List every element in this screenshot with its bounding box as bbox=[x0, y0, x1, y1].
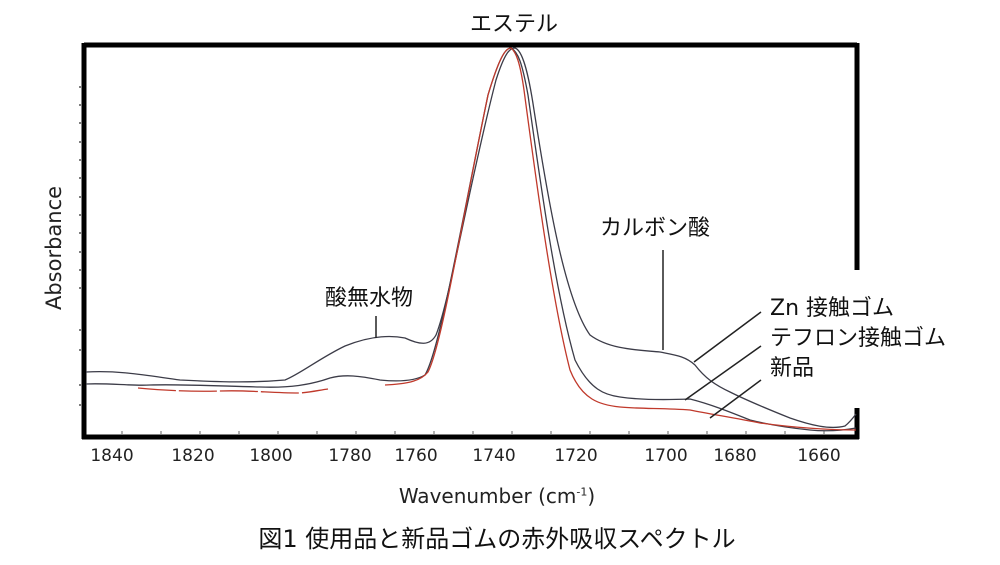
series-teflon-contact-rubber bbox=[85, 47, 857, 432]
legend-teflon-contact: テフロン接触ゴム bbox=[770, 326, 947, 351]
x-tick-label: 1840 bbox=[90, 446, 134, 466]
x-tick-label: 1820 bbox=[171, 446, 215, 466]
x-axis-label-main: Wavenumber (cm bbox=[398, 484, 577, 508]
leader-teflon-contact bbox=[684, 345, 762, 401]
series-new-rubber bbox=[137, 387, 329, 394]
series-new-rubber-main bbox=[384, 47, 857, 431]
ester-label: エステル bbox=[470, 12, 559, 37]
series-zn-contact-rubber bbox=[85, 47, 857, 429]
x-axis-label-superscript: -1 bbox=[576, 485, 588, 499]
x-tick-label: 1740 bbox=[472, 446, 516, 466]
x-tick-label: 1680 bbox=[713, 446, 757, 466]
x-tick-label: 1720 bbox=[554, 446, 598, 466]
legend-new: 新品 bbox=[770, 356, 815, 381]
legend-zn-contact: Zn 接触ゴム bbox=[770, 296, 895, 321]
plot-frame bbox=[81, 42, 860, 440]
x-tick-label: 1800 bbox=[249, 446, 293, 466]
leader-new bbox=[709, 379, 762, 419]
x-axis-label-close: ) bbox=[587, 484, 596, 508]
x-tick-label: 1760 bbox=[394, 446, 438, 466]
x-tick-label: 1700 bbox=[644, 446, 688, 466]
x-tick-label: 1660 bbox=[797, 446, 841, 466]
x-tick-label: 1780 bbox=[328, 446, 372, 466]
acid-anhydride-label: 酸無水物 bbox=[325, 286, 414, 311]
x-axis-label: Wavenumber (cm-1) bbox=[399, 484, 595, 508]
x-axis-ticks bbox=[121, 431, 825, 434]
figure-caption: 図1 使用品と新品ゴムの赤外吸収スペクトル bbox=[258, 525, 736, 553]
y-axis-ticks bbox=[79, 86, 81, 406]
carboxylic-acid-label: カルボン酸 bbox=[600, 216, 711, 241]
leader-zn-contact bbox=[693, 311, 762, 363]
y-axis-label: Absorbance bbox=[42, 185, 66, 311]
